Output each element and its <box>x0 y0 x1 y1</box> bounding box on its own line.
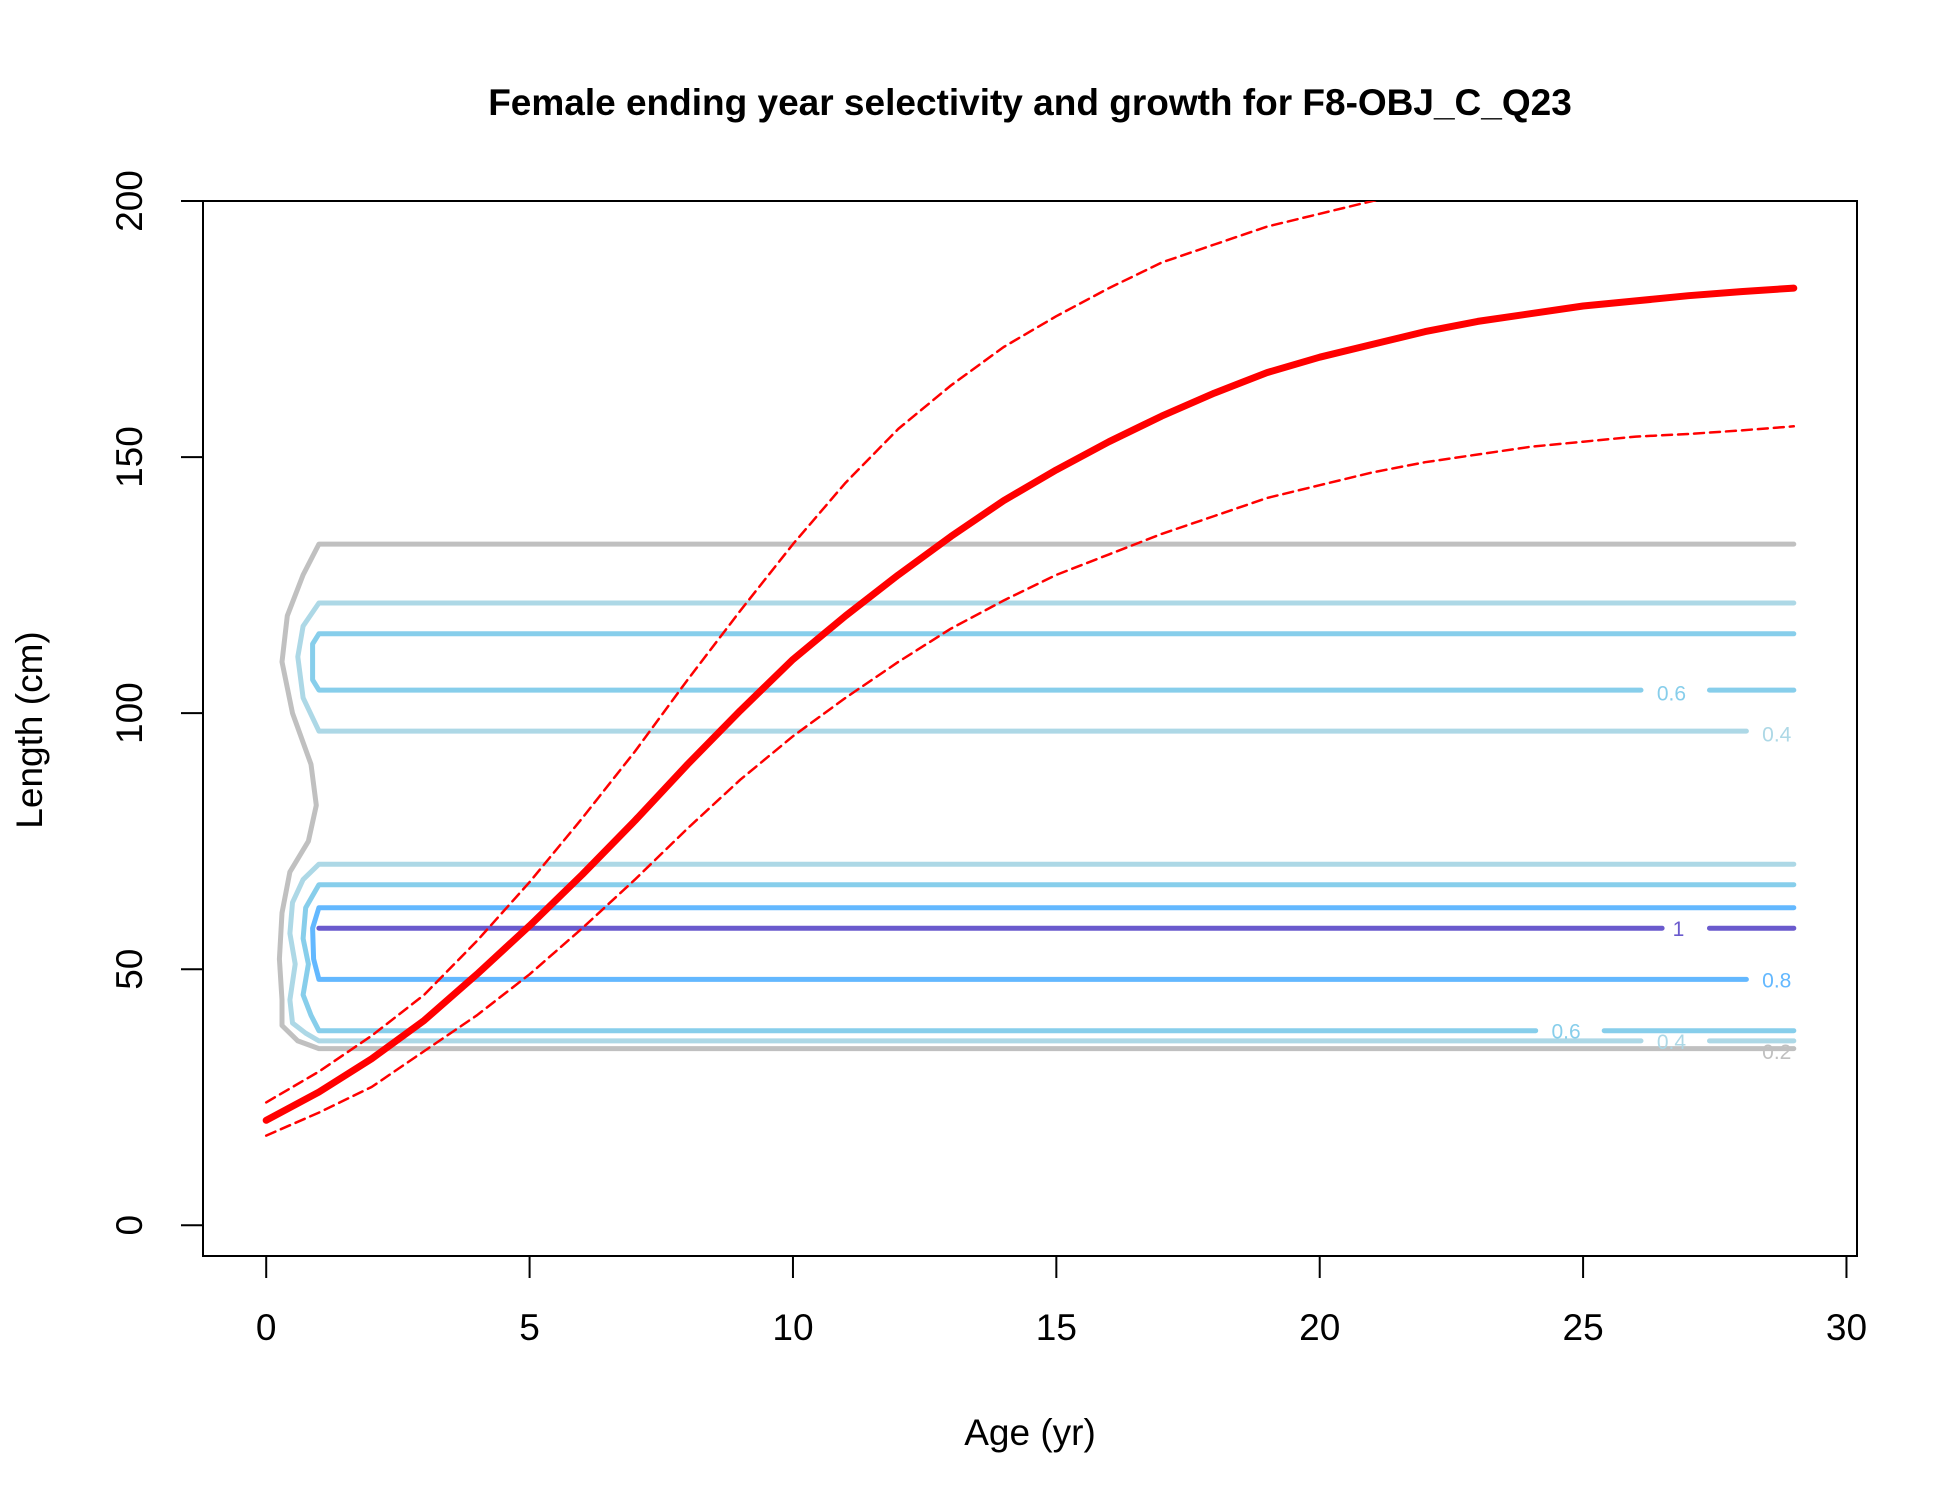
growth-upper-ci <box>264 201 1379 1104</box>
contour-label-0.6: 0.6 <box>1657 683 1686 706</box>
contour-label-0.4: 0.4 <box>1762 724 1792 747</box>
chart-title: Female ending year selectivity and growt… <box>488 82 1572 123</box>
contour-label-0.8: 0.8 <box>1762 969 1791 992</box>
contour-0.6-lower <box>300 882 1797 1034</box>
contour-label-0.6-b: 0.6 <box>1551 1021 1580 1044</box>
contour-label-1: 1 <box>1673 918 1685 941</box>
contour-0.8 <box>310 905 1797 982</box>
x-tick-label: 15 <box>1036 1307 1077 1348</box>
x-axis: 0 5 10 15 20 25 30 <box>256 1255 1867 1348</box>
y-axis-label: Length (cm) <box>9 631 50 828</box>
x-tick-label: 5 <box>519 1307 540 1348</box>
plot-frame <box>202 200 1858 1257</box>
y-tick-label: 150 <box>109 426 150 488</box>
growth-mean <box>262 284 1798 1124</box>
y-tick-label: 200 <box>109 170 150 232</box>
x-tick-label: 20 <box>1299 1307 1340 1348</box>
contour-label-0.2: 0.2 <box>1762 1041 1791 1064</box>
y-tick-label: 0 <box>109 1215 150 1236</box>
y-axis: 0 50 100 150 200 <box>109 170 204 1236</box>
contour-0.6-upper <box>310 631 1797 693</box>
contour-0.4-lower <box>287 861 1797 1044</box>
contour-0.4-upper <box>295 600 1797 734</box>
x-tick-label: 10 <box>772 1307 813 1348</box>
growth-curves <box>262 201 1798 1137</box>
growth-lower-ci <box>264 425 1796 1137</box>
x-tick-label: 30 <box>1826 1307 1867 1348</box>
y-tick-label: 50 <box>109 949 150 990</box>
contour-label-0.4-b: 0.4 <box>1657 1031 1687 1054</box>
y-tick-label: 100 <box>109 682 150 744</box>
x-tick-label: 25 <box>1563 1307 1604 1348</box>
x-axis-label: Age (yr) <box>964 1412 1096 1453</box>
x-tick-label: 0 <box>256 1307 277 1348</box>
contour-0.2 <box>276 541 1797 1052</box>
selectivity-contours: 0.2 0.4 0.4 0.6 0.6 0.8 1 <box>276 541 1797 1064</box>
